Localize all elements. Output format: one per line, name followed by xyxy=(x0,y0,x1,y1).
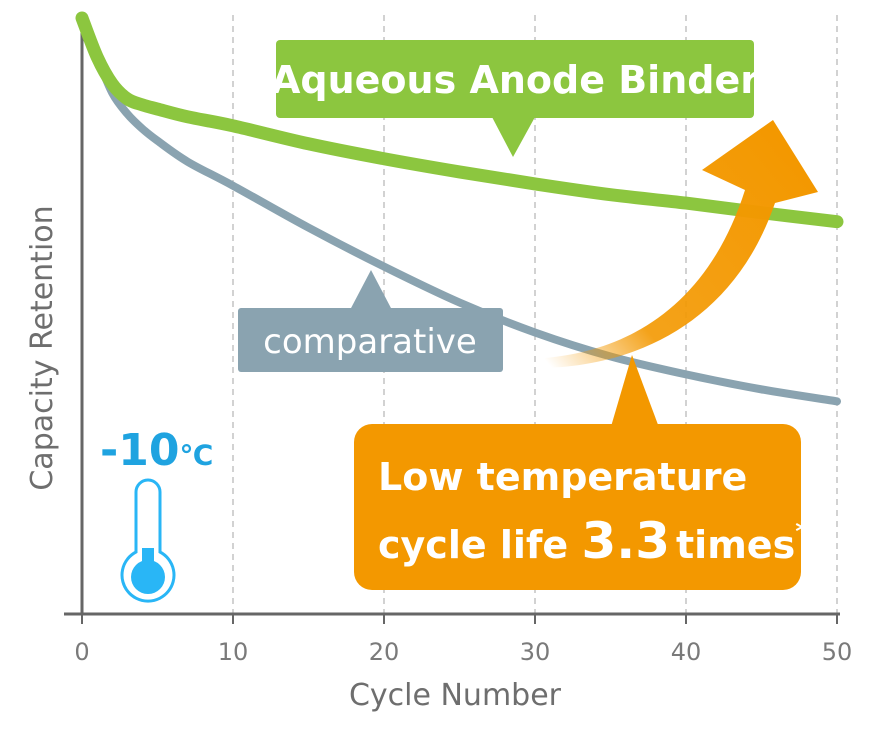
x-tick-label-0: 0 xyxy=(74,638,89,666)
temperature-value: -10 xyxy=(100,425,180,476)
gray-callout-label: comparative xyxy=(263,322,477,362)
temperature-unit: ℃ xyxy=(180,439,214,472)
x-ticks: 0 10 20 30 40 50 xyxy=(74,614,852,666)
x-tick-label-20: 20 xyxy=(369,638,400,666)
x-tick-label-30: 30 xyxy=(520,638,551,666)
x-tick-label-40: 40 xyxy=(671,638,702,666)
result-line2: cycle life 3.3 times* xyxy=(378,512,809,570)
thermometer-icon xyxy=(120,478,176,603)
x-axis-title: Cycle Number xyxy=(349,678,562,713)
x-tick-label-10: 10 xyxy=(218,638,249,666)
result-suffix: times xyxy=(676,523,795,567)
gray-callout: comparative xyxy=(238,270,503,372)
x-tick-label-50: 50 xyxy=(822,638,853,666)
series-group xyxy=(75,11,844,406)
temperature-label: -10℃ xyxy=(100,425,213,476)
result-line1: Low temperature xyxy=(378,455,747,499)
result-value: 3.3 xyxy=(581,512,670,570)
result-callout: Low temperature cycle life 3.3 times* xyxy=(354,355,809,590)
result-marker: * xyxy=(795,517,809,547)
green-callout-label: Aqueous Anode Binder xyxy=(271,58,759,102)
orange-arrow-icon xyxy=(545,120,818,368)
series-line-comparative xyxy=(78,13,841,406)
series-line-aqueous-anode-binder xyxy=(75,11,844,229)
y-axis-title: Capacity Retention xyxy=(25,205,60,490)
result-prefix: cycle life xyxy=(378,523,581,567)
green-callout: Aqueous Anode Binder xyxy=(271,40,759,157)
